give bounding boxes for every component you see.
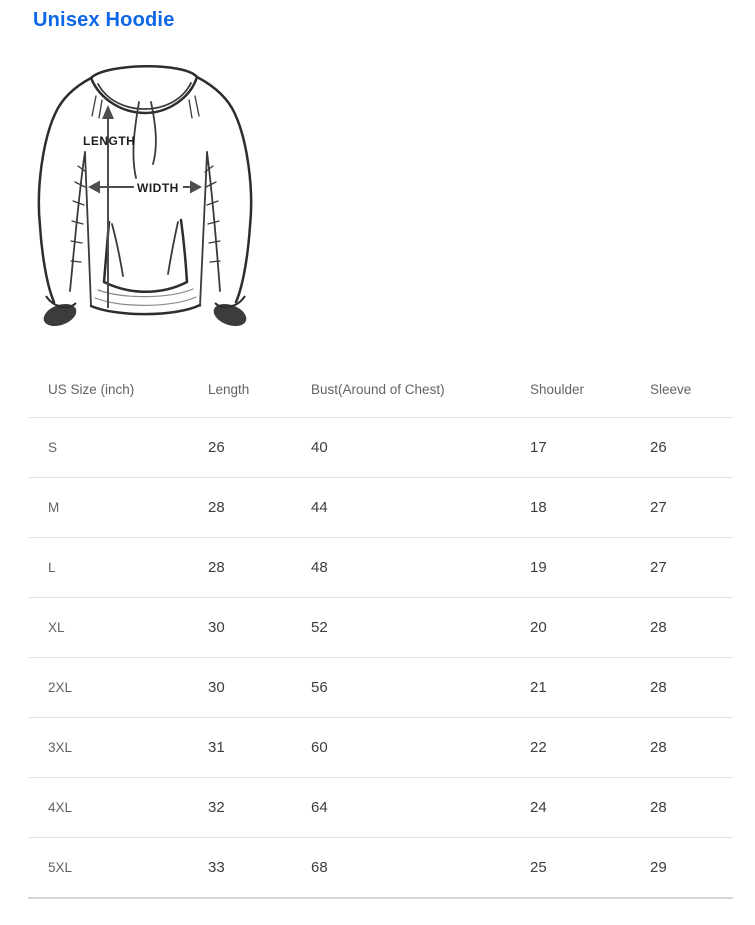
cell-sleeve: 28 bbox=[630, 777, 733, 838]
header-row: US Size (inch) Length Bust(Around of Che… bbox=[28, 362, 733, 418]
table-row: XL 30 52 20 28 bbox=[28, 597, 733, 658]
cell-length: 28 bbox=[188, 477, 291, 538]
length-label: LENGTH bbox=[83, 134, 135, 148]
cell-length: 31 bbox=[188, 717, 291, 778]
cell-sleeve: 28 bbox=[630, 657, 733, 718]
cell-bust: 64 bbox=[291, 777, 510, 838]
length-arrow bbox=[102, 105, 114, 308]
cell-size: 5XL bbox=[28, 837, 188, 899]
cell-shoulder: 18 bbox=[510, 477, 630, 538]
cell-shoulder: 25 bbox=[510, 837, 630, 899]
size-chart-table: US Size (inch) Length Bust(Around of Che… bbox=[28, 362, 733, 899]
hoodie-line-art: LENGTH WIDTH bbox=[37, 65, 253, 327]
cell-sleeve: 28 bbox=[630, 717, 733, 778]
table-row: S 26 40 17 26 bbox=[28, 417, 733, 478]
size-chart-section: US Size (inch) Length Bust(Around of Che… bbox=[28, 362, 733, 899]
fabric-wrinkles bbox=[70, 95, 221, 263]
table-row: 3XL 31 60 22 28 bbox=[28, 717, 733, 778]
cell-length: 30 bbox=[188, 657, 291, 718]
cell-size: L bbox=[28, 537, 188, 598]
hem-lines bbox=[94, 288, 197, 306]
cell-size: XL bbox=[28, 597, 188, 658]
column-header-bust: Bust(Around of Chest) bbox=[291, 362, 510, 418]
cell-sleeve: 28 bbox=[630, 597, 733, 658]
hoodie-measurement-diagram: LENGTH WIDTH bbox=[28, 56, 263, 342]
column-header-length: Length bbox=[188, 362, 291, 418]
cell-shoulder: 19 bbox=[510, 537, 630, 598]
cell-sleeve: 26 bbox=[630, 417, 733, 478]
cell-size: M bbox=[28, 477, 188, 538]
cell-length: 30 bbox=[188, 597, 291, 658]
cell-bust: 44 bbox=[291, 477, 510, 538]
cell-shoulder: 24 bbox=[510, 777, 630, 838]
cell-length: 28 bbox=[188, 537, 291, 598]
cell-size: S bbox=[28, 417, 188, 478]
cell-shoulder: 22 bbox=[510, 717, 630, 778]
cell-bust: 48 bbox=[291, 537, 510, 598]
table-row: L 28 48 19 27 bbox=[28, 537, 733, 598]
width-label: WIDTH bbox=[137, 181, 179, 195]
cell-sleeve: 27 bbox=[630, 477, 733, 538]
cell-bust: 60 bbox=[291, 717, 510, 778]
cell-length: 26 bbox=[188, 417, 291, 478]
column-header-shoulder: Shoulder bbox=[510, 362, 630, 418]
cell-size: 4XL bbox=[28, 777, 188, 838]
column-header-sleeve: Sleeve bbox=[630, 362, 733, 418]
cell-bust: 68 bbox=[291, 837, 510, 899]
table-row: 5XL 33 68 25 29 bbox=[28, 837, 733, 899]
cell-sleeve: 29 bbox=[630, 837, 733, 899]
cell-length: 33 bbox=[188, 837, 291, 899]
hoodie-outline bbox=[37, 65, 253, 316]
width-label-backing bbox=[134, 179, 183, 194]
cell-bust: 52 bbox=[291, 597, 510, 658]
cell-bust: 56 bbox=[291, 657, 510, 718]
page-title: Unisex Hoodie bbox=[33, 9, 175, 31]
table-row: 4XL 32 64 24 28 bbox=[28, 777, 733, 838]
table-row: M 28 44 18 27 bbox=[28, 477, 733, 538]
cell-sleeve: 27 bbox=[630, 537, 733, 598]
table-row: 2XL 30 56 21 28 bbox=[28, 657, 733, 718]
cell-shoulder: 17 bbox=[510, 417, 630, 478]
sleeve-cuffs bbox=[43, 295, 247, 327]
cell-size: 2XL bbox=[28, 657, 188, 718]
cell-shoulder: 21 bbox=[510, 657, 630, 718]
cell-shoulder: 20 bbox=[510, 597, 630, 658]
cell-length: 32 bbox=[188, 777, 291, 838]
cell-size: 3XL bbox=[28, 717, 188, 778]
column-header-us-size: US Size (inch) bbox=[28, 362, 188, 418]
cell-bust: 40 bbox=[291, 417, 510, 478]
